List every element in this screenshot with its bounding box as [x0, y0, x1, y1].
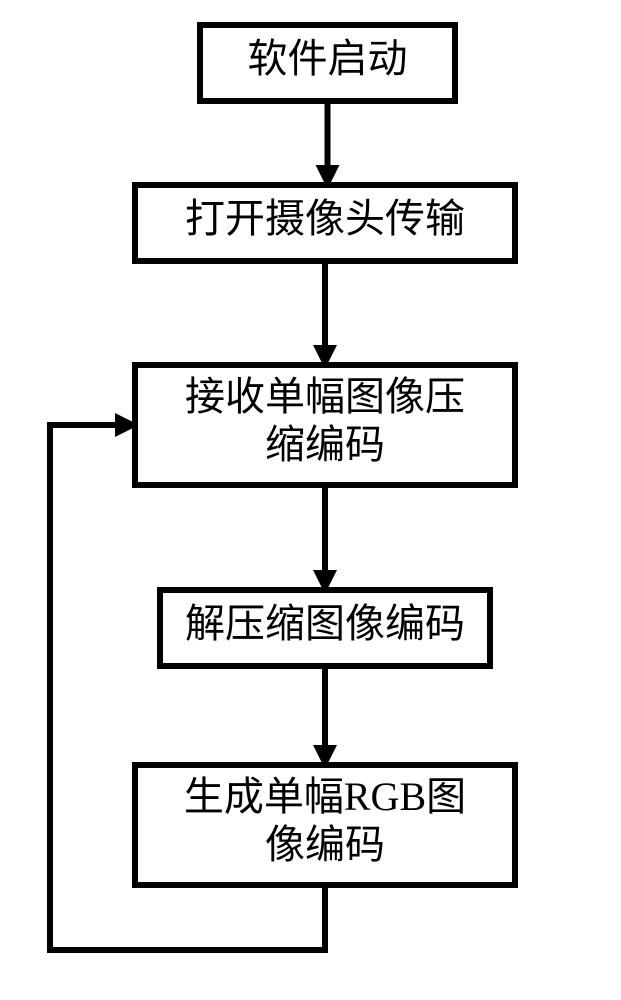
- flowchart-canvas: 软件启动打开摄像头传输接收单幅图像压缩编码解压缩图像编码生成单幅RGB图像编码: [0, 0, 621, 1000]
- node-n4-label-line-0: 解压缩图像编码: [185, 601, 465, 646]
- node-n4: 解压缩图像编码: [160, 590, 490, 666]
- node-n5: 生成单幅RGB图像编码: [135, 765, 515, 885]
- node-n1-label-line-0: 软件启动: [248, 36, 408, 81]
- node-n2-label-line-0: 打开摄像头传输: [185, 196, 465, 241]
- node-n5-label-line-0: 生成单幅RGB图: [184, 774, 466, 819]
- node-n2: 打开摄像头传输: [135, 185, 515, 261]
- node-n5-label-line-1: 像编码: [265, 822, 385, 867]
- node-n3-label-line-0: 接收单幅图像压: [185, 374, 465, 419]
- node-n3: 接收单幅图像压缩编码: [135, 365, 515, 485]
- node-n3-label-line-1: 缩编码: [265, 422, 385, 467]
- node-n1: 软件启动: [200, 25, 455, 101]
